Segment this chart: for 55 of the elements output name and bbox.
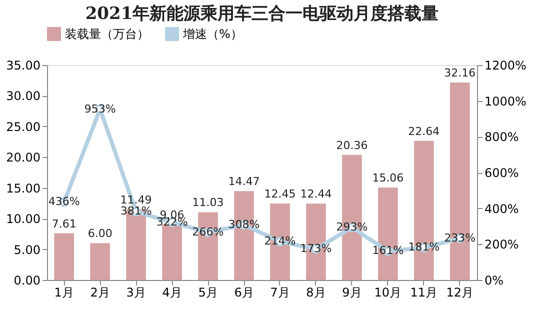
x-tick-label: 10月 — [374, 286, 402, 300]
y2-tick-label: 1000% — [484, 94, 526, 108]
data-label: 14.47 — [228, 175, 260, 188]
x-tick-label: 4月 — [162, 286, 182, 300]
y2-tick-label: 1200% — [484, 58, 526, 72]
data-label: 22.64 — [408, 124, 440, 138]
bar — [90, 243, 110, 280]
data-label: 233% — [444, 231, 476, 244]
y-tick-label: 10.00 — [6, 212, 40, 226]
bar — [162, 224, 182, 280]
data-label: 15.06 — [372, 171, 404, 184]
y-tick-label: 35.00 — [6, 58, 40, 72]
data-label: 6.00 — [88, 227, 112, 240]
x-tick-label: 11月 — [410, 286, 438, 300]
data-label: 7.61 — [52, 217, 76, 230]
chart-title: 2021年新能源乘用车三合一电驱动月度搭载量 — [85, 4, 439, 24]
y-tick-label: 20.00 — [6, 150, 40, 165]
data-label: 293% — [336, 220, 368, 234]
y-tick-label: 30.00 — [6, 89, 40, 104]
x-tick-label: 6月 — [234, 286, 254, 300]
x-tick-label: 2月 — [90, 286, 110, 300]
x-tick-label: 8月 — [306, 286, 326, 300]
y2-tick-label: 600% — [484, 166, 519, 180]
y2-tick-label: 800% — [484, 130, 519, 144]
data-label: 32.16 — [444, 66, 476, 80]
x-tick-label: 12月 — [446, 286, 474, 300]
data-label: 214% — [264, 234, 296, 248]
data-label: 12.44 — [300, 188, 332, 201]
y-tick-label: 5.00 — [14, 242, 40, 257]
data-label: 381% — [120, 204, 152, 218]
y-tick-label: 15.00 — [6, 181, 40, 196]
y2-tick-label: 400% — [484, 202, 519, 216]
data-label: 436% — [48, 194, 80, 208]
x-tick-label: 7月 — [270, 286, 290, 300]
y2-tick-label: 200% — [484, 238, 519, 252]
data-label: 173% — [300, 242, 332, 256]
legend-label: 增速（%） — [182, 27, 242, 41]
data-label: 12.45 — [264, 188, 296, 201]
x-tick-label: 1月 — [54, 286, 74, 300]
data-label: 20.36 — [336, 138, 368, 152]
data-label: 11.03 — [192, 196, 224, 210]
legend-label: 装载量（万台） — [65, 27, 149, 41]
y2-tick-label: 0% — [484, 274, 504, 288]
data-label: 181% — [408, 240, 440, 254]
data-label: 308% — [228, 218, 260, 231]
x-tick-label: 9月 — [342, 286, 362, 300]
data-label: 11.49 — [120, 193, 152, 206]
data-label: 953% — [84, 102, 116, 116]
x-tick-label: 3月 — [126, 286, 146, 300]
y-tick-label: 0.00 — [14, 274, 40, 288]
y-tick-label: 25.00 — [6, 120, 40, 134]
data-label: 266% — [192, 225, 224, 238]
bar — [54, 233, 74, 280]
x-tick-label: 5月 — [198, 286, 218, 300]
data-label: 161% — [372, 244, 404, 258]
